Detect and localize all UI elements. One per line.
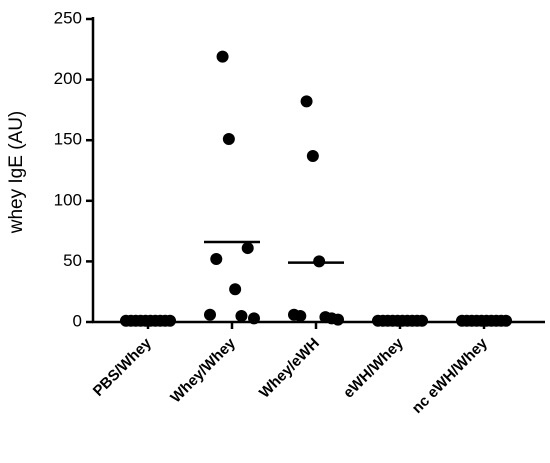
y-tick-label: 0 [73, 311, 82, 330]
data-point [248, 312, 260, 325]
x-tick-label: nc eWH/Whey [409, 334, 492, 417]
data-point [294, 309, 307, 322]
data-point [306, 149, 319, 162]
y-tick-label: 50 [63, 251, 82, 270]
data-point [229, 283, 242, 296]
data-point [241, 242, 254, 255]
data-point [332, 313, 344, 326]
x-tick-label: Whey/Whey [167, 334, 239, 406]
data-point [216, 50, 229, 63]
y-tick-label: 150 [54, 130, 82, 149]
x-tick-label: Whey/eWH [256, 335, 323, 402]
y-tick-label: 200 [54, 69, 82, 88]
data-point [300, 95, 313, 108]
y-tick-label: 100 [54, 190, 82, 209]
data-point [235, 309, 248, 322]
x-tick-label: eWH/Whey [340, 334, 407, 401]
y-tick-label: 250 [54, 8, 82, 27]
data-point [222, 132, 235, 145]
x-tick-label: PBS/Whey [90, 334, 156, 400]
data-point [210, 252, 223, 265]
y-axis-label: whey IgE (AU) [6, 111, 27, 234]
data-point [204, 308, 216, 321]
